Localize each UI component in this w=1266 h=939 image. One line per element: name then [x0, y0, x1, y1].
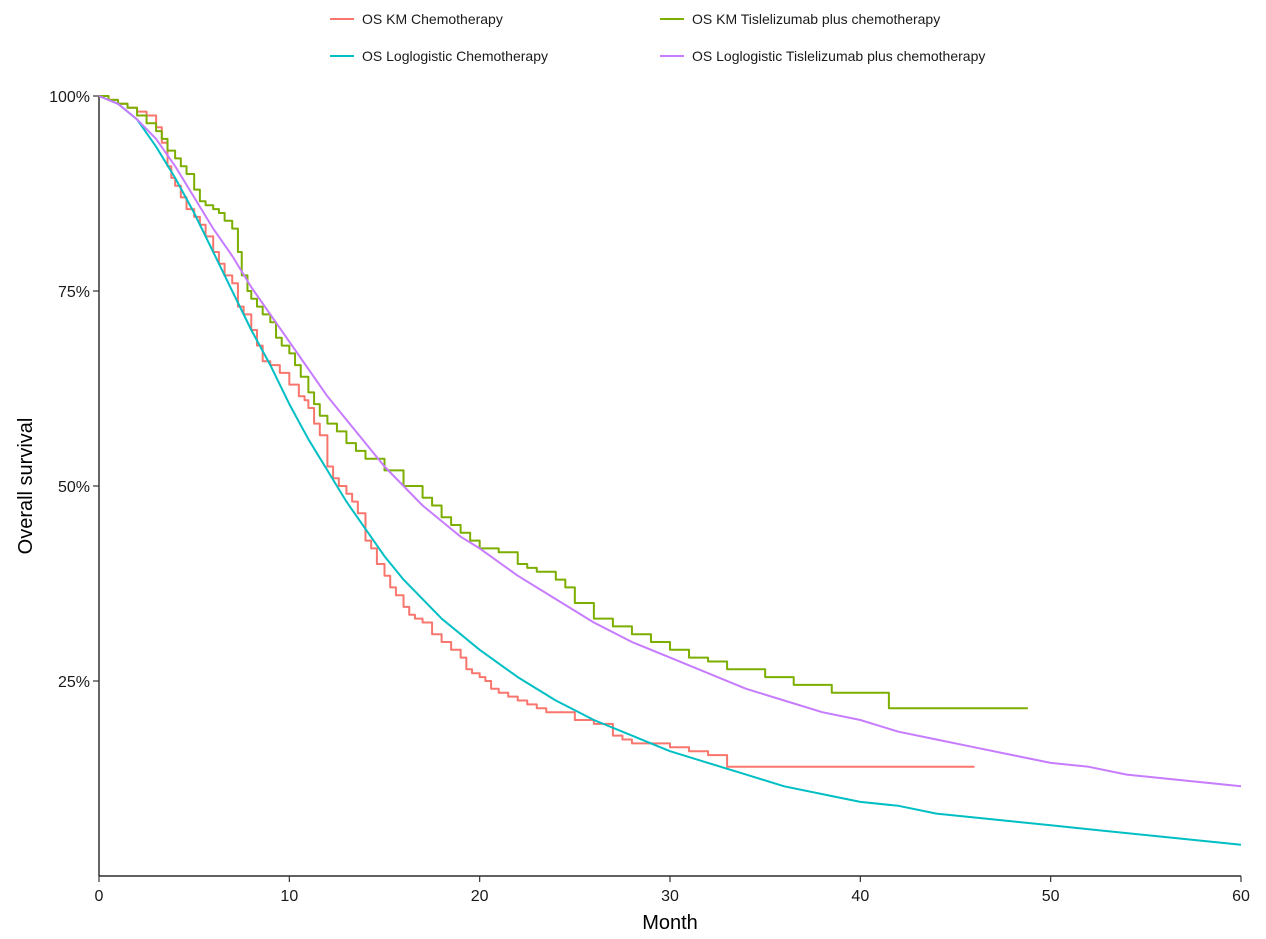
y-tick-label: 75%	[58, 284, 90, 301]
legend: OS KM Chemotherapy OS Loglogistic Chemoth…	[330, 11, 985, 64]
x-axis-title: Month	[642, 912, 698, 934]
y-tick-label: 100%	[49, 89, 90, 106]
x-tick-label: 60	[1232, 888, 1250, 905]
series-line-2	[98, 95, 1242, 846]
legend-label-1: OS KM Chemotherapy	[362, 11, 503, 27]
axes	[98, 96, 1241, 877]
x-tick-label: 40	[851, 888, 869, 905]
legend-label-3: OS KM Tislelizumab plus chemotherapy	[692, 11, 940, 27]
y-ticks: 25% 50% 75% 100%	[49, 89, 99, 691]
series-line-1	[99, 95, 975, 768]
series-line-4	[98, 95, 1242, 788]
x-tick-label: 30	[661, 888, 679, 905]
y-tick-label: 25%	[58, 674, 90, 691]
legend-label-4: OS Loglogistic Tislelizumab plus chemoth…	[692, 48, 985, 64]
y-axis-title: Overall survival	[15, 418, 37, 555]
legend-label-2: OS Loglogistic Chemotherapy	[362, 48, 548, 64]
x-tick-label: 20	[471, 888, 489, 905]
series-layer	[98, 95, 1242, 846]
series-line-3	[99, 95, 1028, 710]
y-tick-label: 50%	[58, 479, 90, 496]
x-tick-label: 10	[280, 888, 298, 905]
x-ticks: 0 10 20 30 40 50 60	[95, 876, 1250, 905]
x-tick-label: 0	[95, 888, 104, 905]
x-tick-label: 50	[1042, 888, 1060, 905]
